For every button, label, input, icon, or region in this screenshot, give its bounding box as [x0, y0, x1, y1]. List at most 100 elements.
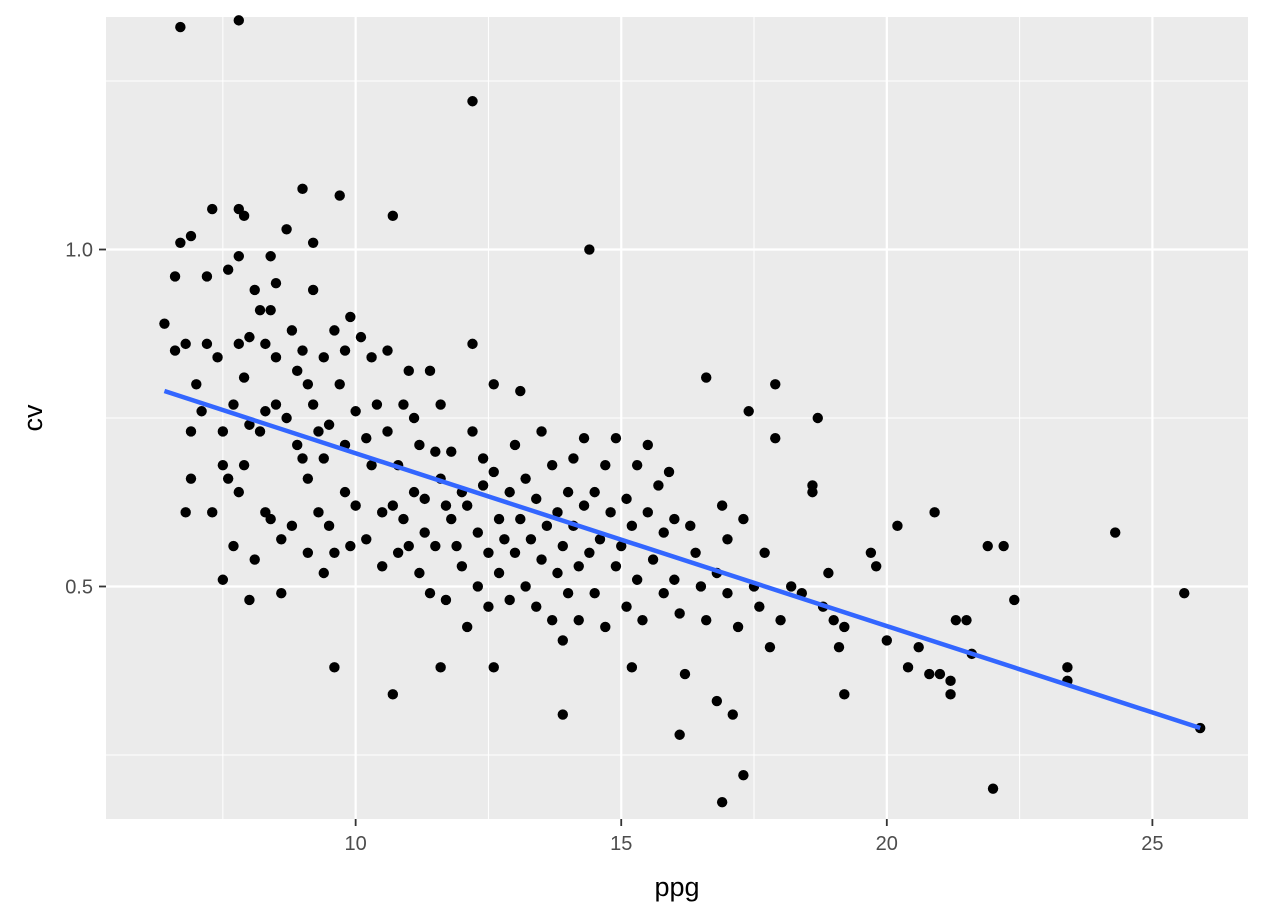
data-point — [318, 453, 329, 464]
data-point — [424, 588, 436, 599]
data-point — [286, 325, 298, 336]
data-point — [201, 338, 213, 350]
data-point — [451, 540, 462, 552]
data-point — [541, 520, 553, 532]
data-point — [169, 345, 181, 356]
data-point — [504, 594, 515, 606]
data-point — [658, 588, 669, 599]
data-point — [382, 345, 393, 356]
data-point — [238, 372, 250, 383]
data-point — [260, 406, 271, 417]
data-point — [403, 365, 414, 377]
data-point — [716, 500, 728, 511]
data-point — [902, 662, 914, 673]
data-point — [281, 224, 292, 235]
data-point — [716, 796, 728, 808]
data-point — [175, 21, 186, 33]
data-point — [929, 507, 940, 518]
data-point — [292, 439, 303, 451]
data-point — [265, 304, 276, 316]
data-point — [217, 459, 229, 471]
data-point — [626, 662, 638, 673]
data-point — [430, 540, 441, 552]
data-point — [180, 507, 191, 518]
data-point — [945, 675, 956, 687]
data-point — [196, 406, 207, 417]
data-point — [339, 486, 351, 498]
data-point — [669, 574, 680, 585]
data-point — [461, 621, 473, 633]
data-point — [371, 399, 383, 410]
data-point — [807, 480, 818, 491]
data-point — [318, 352, 329, 363]
data-point — [732, 621, 744, 633]
data-point — [557, 540, 568, 552]
data-point — [823, 567, 834, 579]
data-point — [207, 203, 218, 215]
data-point — [329, 547, 340, 558]
data-point — [594, 534, 606, 545]
data-point — [238, 210, 250, 222]
data-point — [515, 385, 526, 397]
data-point — [631, 574, 643, 585]
data-point — [865, 547, 877, 558]
data-point — [477, 480, 489, 491]
trend-line-group — [163, 388, 1201, 731]
data-point — [212, 352, 223, 363]
data-point — [669, 513, 680, 525]
data-point — [701, 614, 712, 626]
data-point — [217, 574, 229, 585]
data-point — [509, 547, 521, 558]
data-point — [477, 453, 489, 464]
data-point — [738, 769, 749, 781]
data-point — [578, 500, 590, 511]
data-point — [685, 520, 696, 532]
data-point — [1009, 594, 1020, 606]
data-point — [557, 635, 568, 646]
data-point — [488, 466, 499, 478]
data-point — [307, 399, 319, 410]
data-point — [775, 614, 786, 626]
data-point — [531, 493, 542, 505]
data-point — [546, 614, 558, 626]
data-point — [531, 601, 542, 612]
data-point — [323, 520, 335, 532]
data-point — [605, 507, 616, 518]
data-point — [398, 399, 409, 410]
data-point — [244, 331, 255, 343]
data-point — [249, 554, 260, 565]
data-point — [361, 433, 372, 444]
data-point — [499, 534, 510, 545]
grid-major — [106, 17, 1248, 819]
data-point — [233, 338, 244, 350]
data-point — [318, 567, 329, 579]
data-point — [552, 567, 563, 579]
data-point — [435, 662, 446, 673]
data-point — [297, 183, 308, 195]
data-point — [770, 433, 781, 444]
data-point — [408, 486, 420, 498]
data-point — [663, 466, 675, 478]
data-point — [483, 547, 494, 558]
data-point — [961, 614, 972, 626]
data-point — [998, 540, 1009, 552]
data-point — [180, 338, 191, 350]
data-point — [488, 662, 499, 673]
data-point — [254, 304, 266, 316]
data-point — [350, 500, 361, 511]
data-point — [924, 668, 935, 680]
data-point — [616, 540, 627, 552]
data-point — [329, 325, 340, 336]
data-point — [1179, 588, 1190, 599]
data-point — [987, 783, 999, 794]
data-point — [228, 399, 239, 410]
x-tick-label: 10 — [345, 833, 367, 855]
data-point — [185, 426, 197, 437]
data-point — [653, 480, 664, 491]
data-point — [334, 379, 345, 390]
data-point — [674, 608, 685, 619]
data-point — [281, 412, 292, 424]
data-point — [233, 15, 244, 26]
data-point — [430, 446, 441, 457]
data-point — [228, 540, 239, 552]
